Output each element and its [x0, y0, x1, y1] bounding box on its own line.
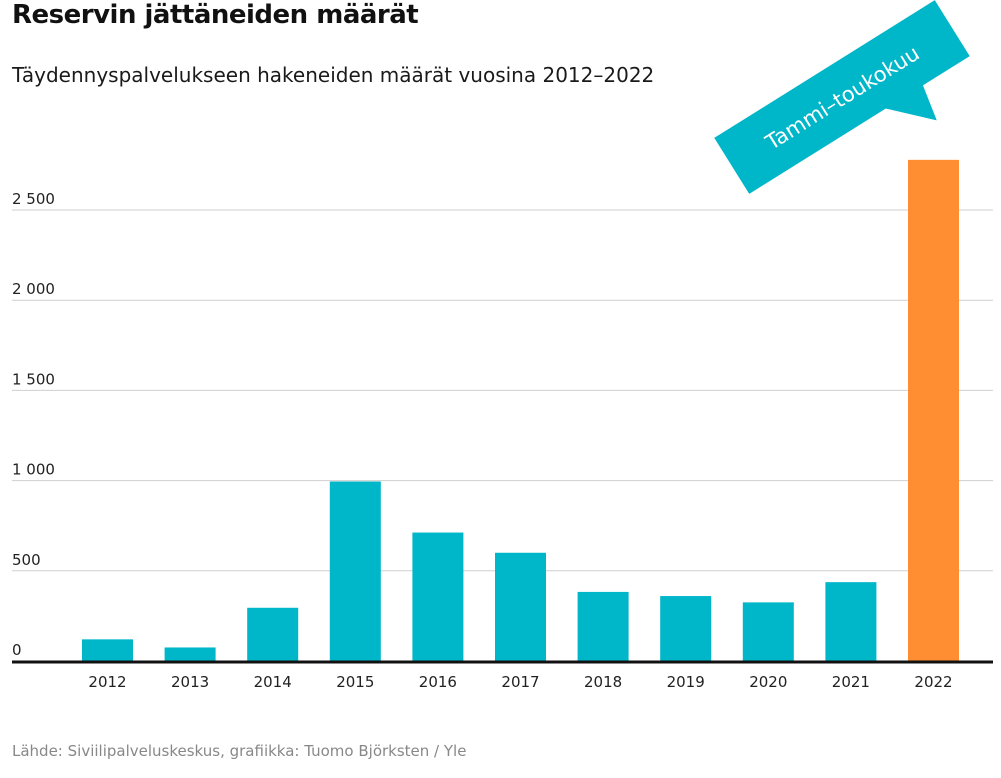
x-tick-label: 2017 [501, 673, 539, 691]
bar-2016 [412, 532, 464, 661]
y-tick-label: 2 000 [12, 280, 55, 298]
y-axis-tick-labels: 0 500 1 000 1 500 2 000 2 500 [12, 190, 55, 659]
x-tick-label: 2015 [336, 673, 374, 691]
bar-2014 [247, 607, 299, 661]
bar-2015 [329, 481, 381, 661]
bar-2017 [495, 552, 546, 661]
bar-2020 [742, 602, 794, 661]
x-tick-label: 2012 [88, 673, 126, 691]
grid-lines [12, 209, 993, 572]
bar-2013 [164, 647, 216, 661]
source-credit: Lähde: Siviilipalveluskeskus, grafiikka:… [12, 742, 467, 760]
x-tick-label: 2016 [419, 673, 457, 691]
bar-2012 [82, 639, 133, 661]
y-tick-label: 500 [12, 551, 41, 569]
annotation-callout: Tammi–toukokuu [714, 0, 970, 194]
x-tick-label: 2021 [832, 673, 870, 691]
bars [82, 159, 959, 661]
chart-subtitle: Täydennyspalvelukseen hakeneiden määrät … [12, 63, 655, 87]
bar-2019 [660, 596, 712, 661]
bar-2018 [577, 591, 629, 661]
x-tick-label: 2022 [914, 673, 952, 691]
y-tick-label: 1 000 [12, 461, 55, 479]
x-tick-label: 2014 [254, 673, 292, 691]
x-tick-label: 2018 [584, 673, 622, 691]
y-tick-label: 0 [12, 641, 22, 659]
bar-2021 [825, 582, 877, 661]
y-tick-label: 2 500 [12, 190, 55, 208]
annotation-pointer [884, 84, 937, 121]
x-tick-label: 2020 [749, 673, 787, 691]
x-axis-tick-labels: 2012 2013 2014 2015 2016 2017 2018 2019 2020 2021… [88, 673, 952, 691]
annotation-banner [714, 0, 970, 194]
y-tick-label: 1 500 [12, 370, 55, 388]
bar-2022 [908, 159, 959, 661]
chart-title: Reservin jättäneiden määrät [12, 0, 419, 30]
x-tick-label: 2019 [667, 673, 705, 691]
x-tick-label: 2013 [171, 673, 209, 691]
